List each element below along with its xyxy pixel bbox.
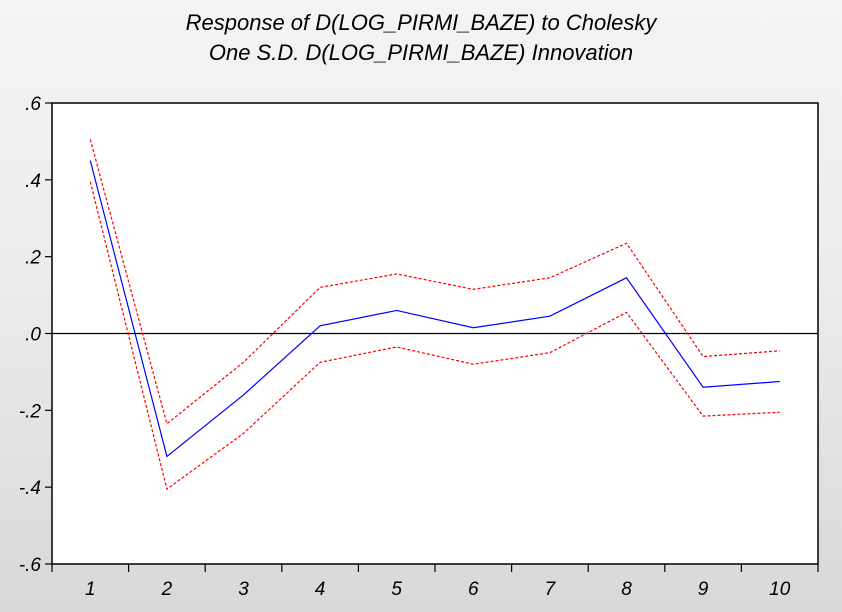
lower-band-line [89, 181, 780, 491]
y-tick-label: .0 [25, 325, 41, 346]
y-tick-label: -.6 [19, 555, 42, 576]
y-tick-label: -.2 [19, 401, 42, 422]
y-tick-label: .2 [25, 248, 41, 269]
x-tick-label: 7 [545, 579, 557, 600]
x-tick-label: 4 [315, 579, 326, 600]
chart-title-line-2: One S.D. D(LOG_PIRMI_BAZE) Innovation [208, 40, 634, 65]
upper-band-line [89, 139, 780, 425]
x-tick-label: 9 [698, 579, 709, 600]
x-axis: 1 2 3 4 5 6 7 8 9 10 [51, 564, 819, 600]
x-tick-label: 1 [85, 579, 96, 600]
y-tick-label: -.4 [19, 478, 41, 499]
y-tick-label: .4 [25, 171, 41, 192]
x-tick-label: 6 [468, 579, 479, 600]
chart-title: Response of D(LOG_PIRMI_BAZE) to Cholesk… [0, 8, 842, 68]
series-group [89, 139, 780, 491]
chart-title-line-1: Response of D(LOG_PIRMI_BAZE) to Cholesk… [185, 10, 657, 35]
x-tick-label: 5 [391, 579, 402, 600]
response-line [89, 160, 780, 458]
x-tick-label: 3 [238, 579, 249, 600]
x-tick-label: 2 [161, 579, 173, 600]
x-tick-label: 10 [769, 579, 791, 600]
y-tick-label: .6 [25, 94, 41, 115]
y-axis: .6 .4 .2 .0 -.2 -.4 -.6 [19, 94, 52, 576]
x-tick-label: 8 [621, 579, 632, 600]
